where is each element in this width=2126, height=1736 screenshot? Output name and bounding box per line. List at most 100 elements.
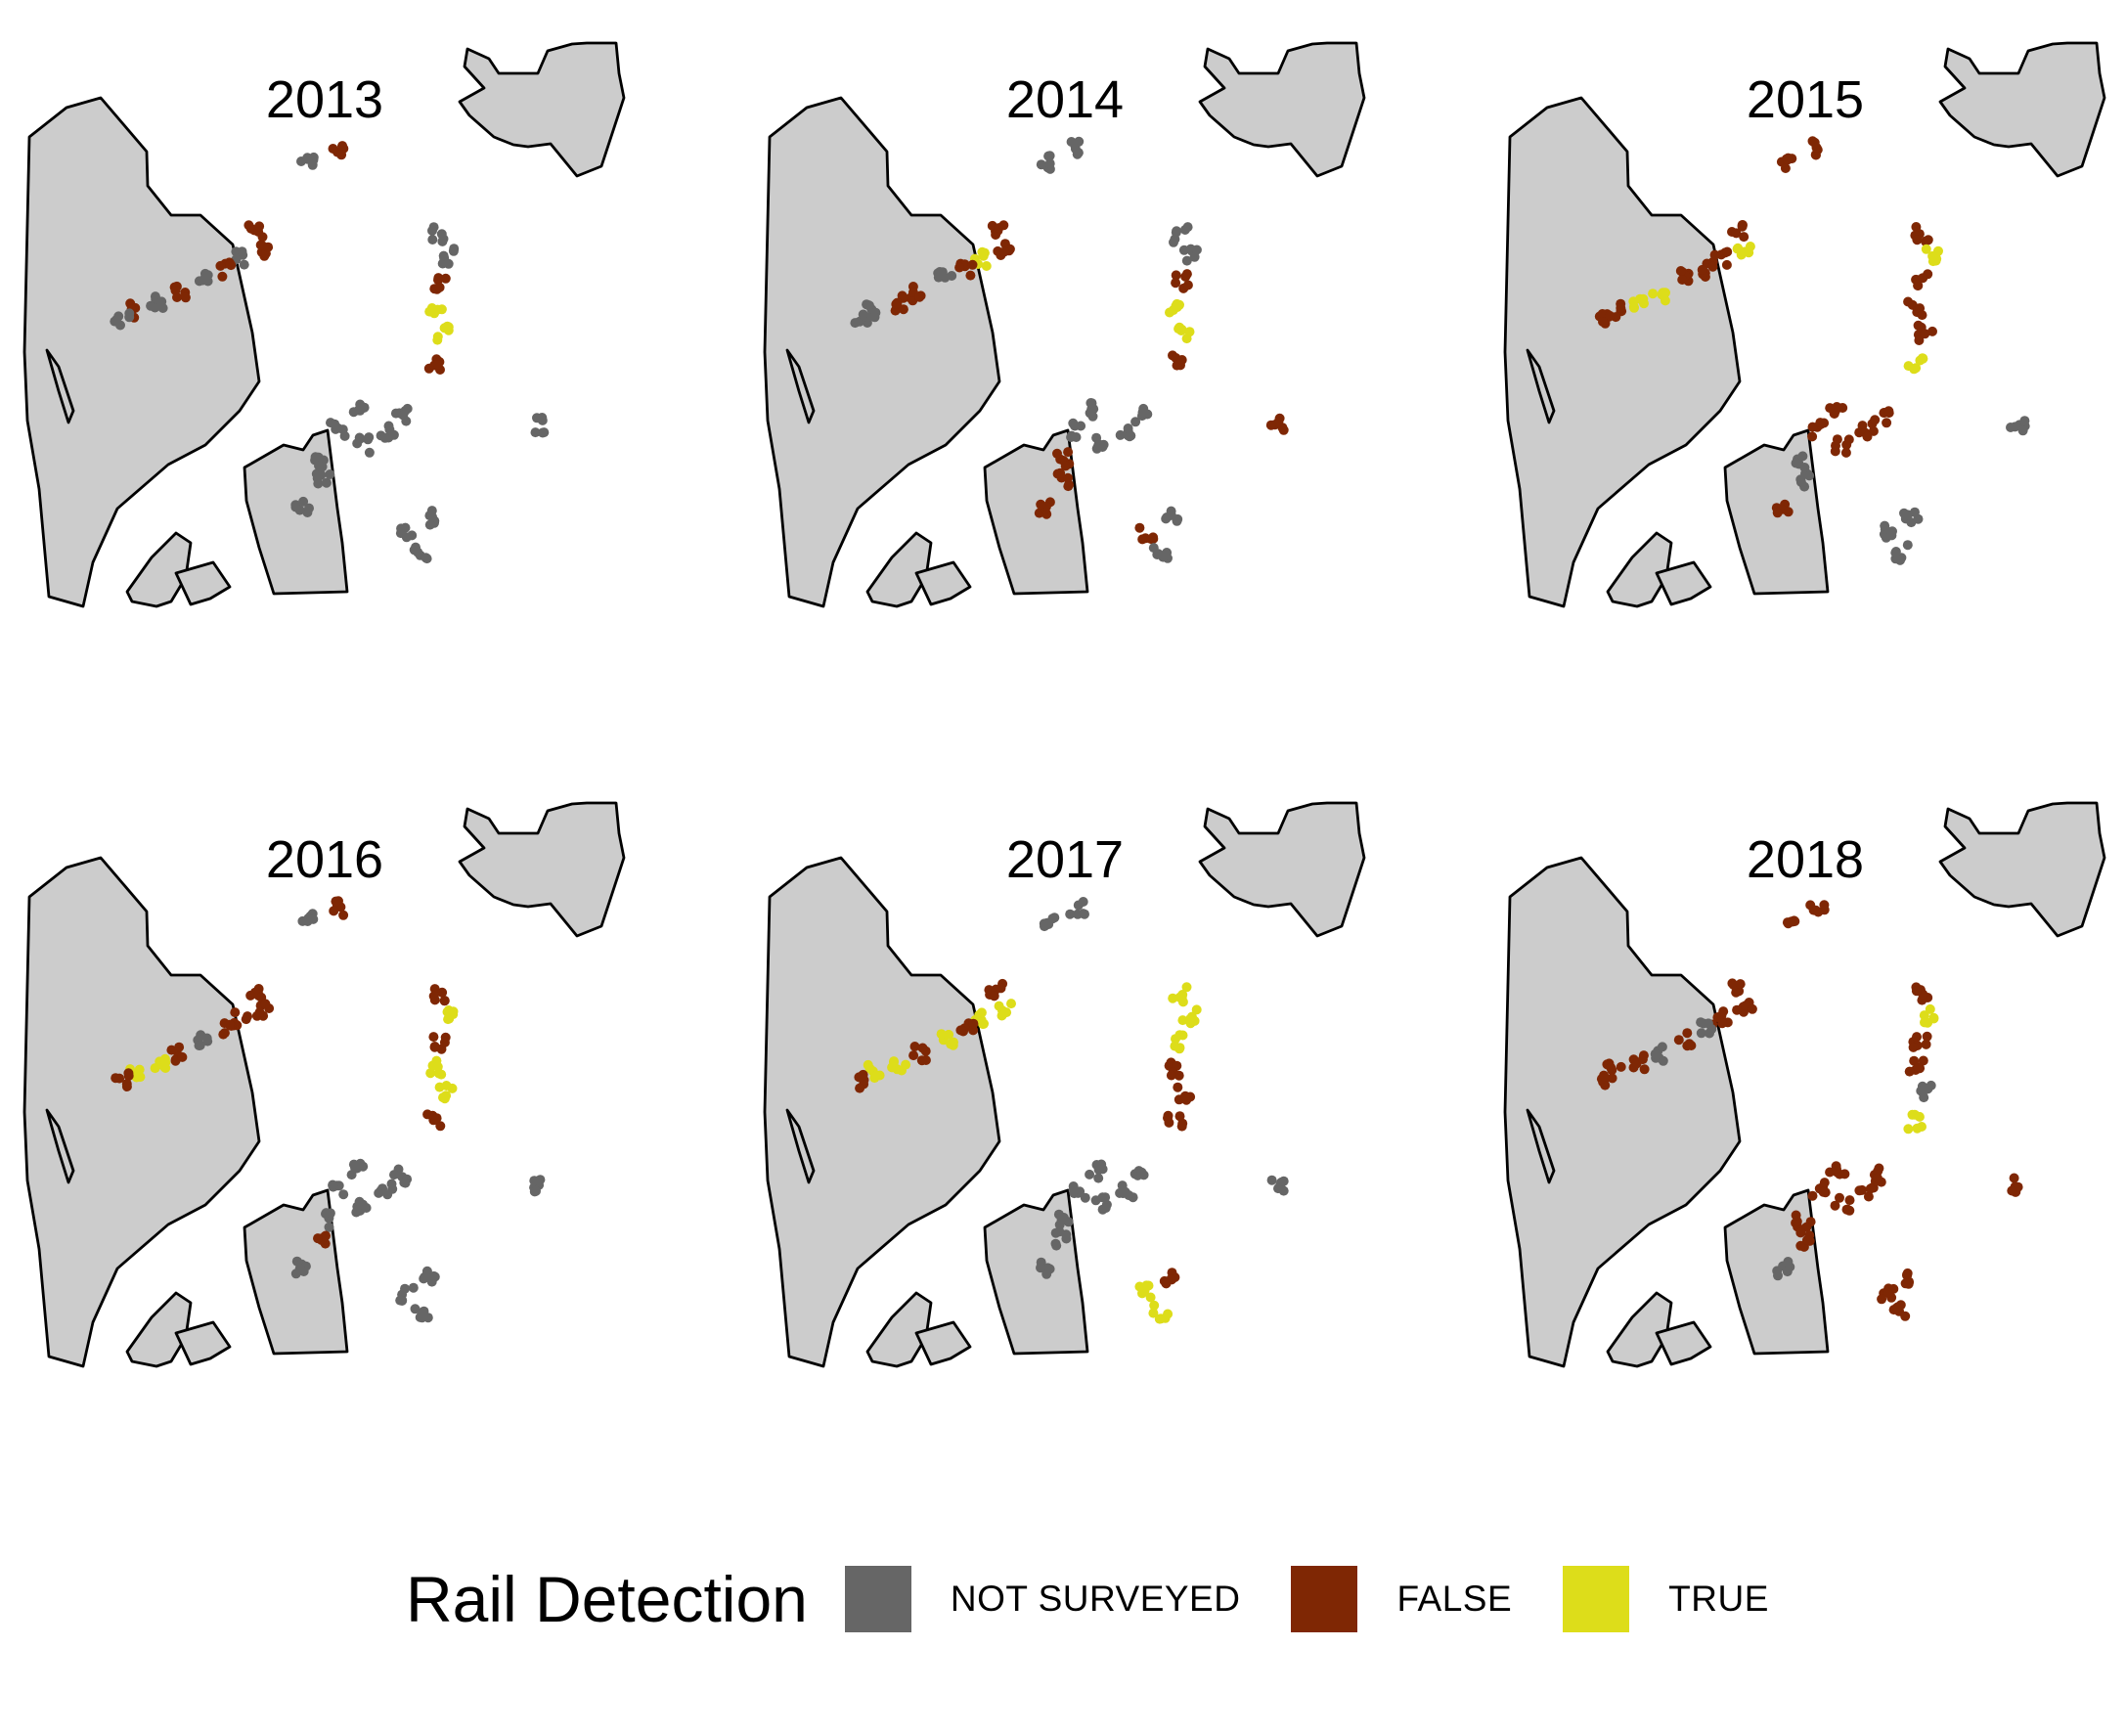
survey-point: [1923, 235, 1933, 245]
legend-swatch-not-surveyed: [844, 1566, 911, 1632]
survey-point: [156, 296, 167, 307]
survey-point: [1124, 1190, 1134, 1201]
survey-point: [428, 1032, 439, 1043]
survey-point: [1921, 1039, 1931, 1049]
survey-point: [1922, 1031, 1932, 1042]
survey-point: [994, 1001, 1004, 1011]
survey-point: [1854, 1185, 1865, 1196]
survey-point: [1616, 303, 1626, 313]
survey-point: [1886, 530, 1897, 541]
survey-point: [968, 1018, 979, 1029]
survey-point: [1186, 1011, 1197, 1022]
survey-point: [313, 1233, 323, 1244]
survey-point: [1682, 1028, 1693, 1039]
survey-point: [328, 1180, 338, 1190]
survey-point: [916, 1055, 927, 1066]
survey-point: [1052, 448, 1062, 459]
survey-point: [1163, 1309, 1174, 1319]
survey-point: [1598, 317, 1608, 327]
survey-point: [146, 300, 156, 311]
survey-point: [1148, 543, 1159, 554]
survey-point: [530, 427, 541, 438]
survey-point: [257, 232, 268, 243]
survey-point: [217, 271, 228, 282]
survey-point: [892, 297, 903, 308]
survey-point: [1843, 434, 1854, 445]
survey-point: [160, 1057, 171, 1068]
survey-point: [1085, 1169, 1095, 1180]
survey-point: [439, 996, 450, 1006]
survey-point: [1870, 415, 1881, 425]
survey-point: [1739, 232, 1750, 243]
survey-point: [1616, 1061, 1626, 1072]
survey-point: [437, 236, 448, 246]
survey-point: [429, 1042, 440, 1052]
survey-point: [1176, 355, 1187, 365]
survey-point: [1912, 235, 1923, 245]
survey-point: [429, 984, 440, 995]
survey-point: [1914, 335, 1925, 345]
survey-point: [1141, 1280, 1152, 1291]
survey-point: [1696, 1028, 1706, 1039]
survey-point: [436, 1069, 447, 1080]
panel-title: 2015: [1747, 70, 1864, 129]
survey-point: [1171, 278, 1181, 289]
survey-point: [294, 505, 305, 515]
survey-point: [1036, 1263, 1045, 1273]
survey-point: [1780, 163, 1791, 173]
survey-point: [338, 1189, 349, 1200]
survey-point: [1168, 993, 1178, 1003]
survey-point: [1673, 1035, 1684, 1046]
survey-point: [1043, 151, 1054, 161]
survey-point: [1819, 1178, 1830, 1188]
legend-item-false: FALSE: [1291, 1566, 1512, 1632]
survey-point: [1735, 979, 1746, 990]
survey-point: [1097, 1192, 1108, 1203]
survey-point: [1006, 999, 1016, 1009]
survey-point: [1923, 1084, 1933, 1094]
survey-point: [1825, 403, 1836, 414]
survey-point: [1877, 1294, 1887, 1305]
survey-point: [857, 1071, 867, 1082]
survey-point: [304, 503, 314, 513]
survey-point: [889, 1056, 899, 1067]
survey-point: [1056, 1212, 1067, 1223]
survey-point: [1628, 296, 1639, 307]
survey-point: [1783, 507, 1794, 517]
survey-point: [1063, 447, 1074, 458]
survey-point: [361, 1203, 372, 1213]
survey-point: [111, 1073, 121, 1084]
survey-points: [1596, 900, 2023, 1321]
survey-point: [328, 144, 338, 154]
survey-point: [1036, 159, 1046, 170]
survey-point: [901, 1059, 911, 1070]
survey-point: [1179, 225, 1190, 235]
panel-title: 2016: [266, 830, 383, 889]
survey-point: [419, 1306, 429, 1316]
survey-point: [201, 1033, 212, 1044]
survey-point: [201, 271, 212, 282]
legend-title: Rail Detection: [406, 1563, 808, 1635]
survey-point: [1717, 1018, 1728, 1029]
survey-point: [1606, 1062, 1617, 1073]
survey-point: [2009, 1173, 2019, 1183]
survey-point: [263, 242, 274, 252]
survey-point: [1171, 270, 1181, 281]
survey-point: [1791, 458, 1801, 468]
survey-point: [399, 1178, 410, 1188]
survey-point: [397, 524, 408, 535]
survey-point: [1797, 451, 1808, 462]
survey-point: [1657, 1042, 1667, 1052]
survey-point: [864, 1063, 875, 1074]
survey-point: [531, 1185, 541, 1196]
survey-point: [1835, 1192, 1844, 1203]
survey-point: [1278, 1176, 1289, 1186]
survey-point: [1154, 1313, 1165, 1324]
survey-point: [1863, 1191, 1874, 1202]
survey-point: [331, 896, 341, 907]
survey-point: [1920, 329, 1930, 339]
survey-point: [1599, 1071, 1610, 1082]
survey-point: [1171, 227, 1181, 238]
legend-label-false: FALSE: [1396, 1579, 1513, 1619]
survey-point: [388, 429, 399, 440]
